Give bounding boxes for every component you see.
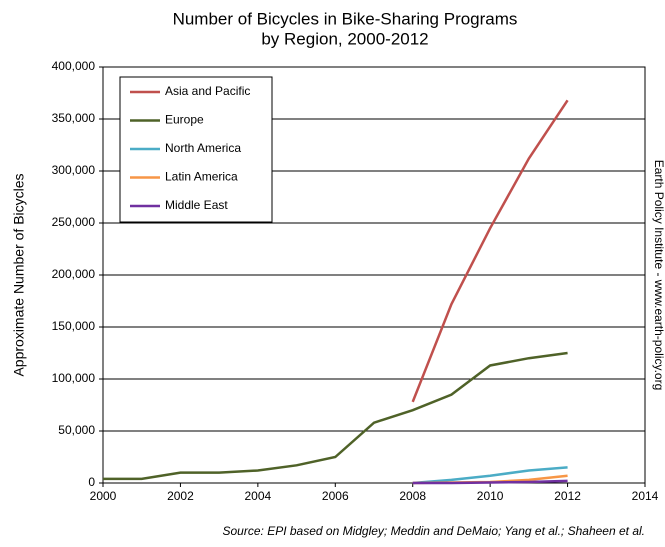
side-note: Earth Policy Institute - www.earth-polic…: [652, 160, 665, 391]
y-tick-label: 350,000: [52, 111, 96, 125]
x-tick-label: 2010: [477, 489, 504, 503]
y-tick-label: 150,000: [52, 319, 96, 333]
y-tick-label: 200,000: [52, 267, 96, 281]
chart-title: by Region, 2000-2012: [261, 29, 428, 48]
x-tick-label: 2002: [167, 489, 194, 503]
y-axis-label: Approximate Number of Bicycles: [11, 173, 27, 376]
y-tick-label: 50,000: [58, 423, 95, 437]
y-tick-label: 400,000: [52, 59, 96, 73]
source: Source: EPI based on Midgley; Meddin and…: [223, 524, 646, 538]
x-tick-label: 2008: [399, 489, 426, 503]
legend-label: Europe: [165, 113, 204, 127]
chart-title: Number of Bicycles in Bike-Sharing Progr…: [173, 9, 518, 28]
legend-label: Middle East: [165, 198, 228, 212]
series-line: [412, 466, 568, 485]
series-line: [412, 479, 568, 485]
x-tick-label: 2014: [632, 489, 659, 503]
y-tick-label: 0: [88, 475, 95, 489]
x-tick-label: 2012: [554, 489, 581, 503]
y-tick-label: 100,000: [52, 371, 96, 385]
x-tick-label: 2000: [90, 489, 117, 503]
y-tick-label: 250,000: [52, 215, 96, 229]
series-line: [411, 99, 569, 403]
legend-label: Asia and Pacific: [165, 84, 250, 98]
x-tick-label: 2006: [322, 489, 349, 503]
x-tick-label: 2004: [245, 489, 272, 503]
legend-label: North America: [165, 141, 241, 155]
plot-border: [102, 66, 646, 484]
legend-label: Latin America: [165, 170, 238, 184]
series-line: [103, 351, 568, 481]
y-tick-label: 300,000: [52, 163, 96, 177]
